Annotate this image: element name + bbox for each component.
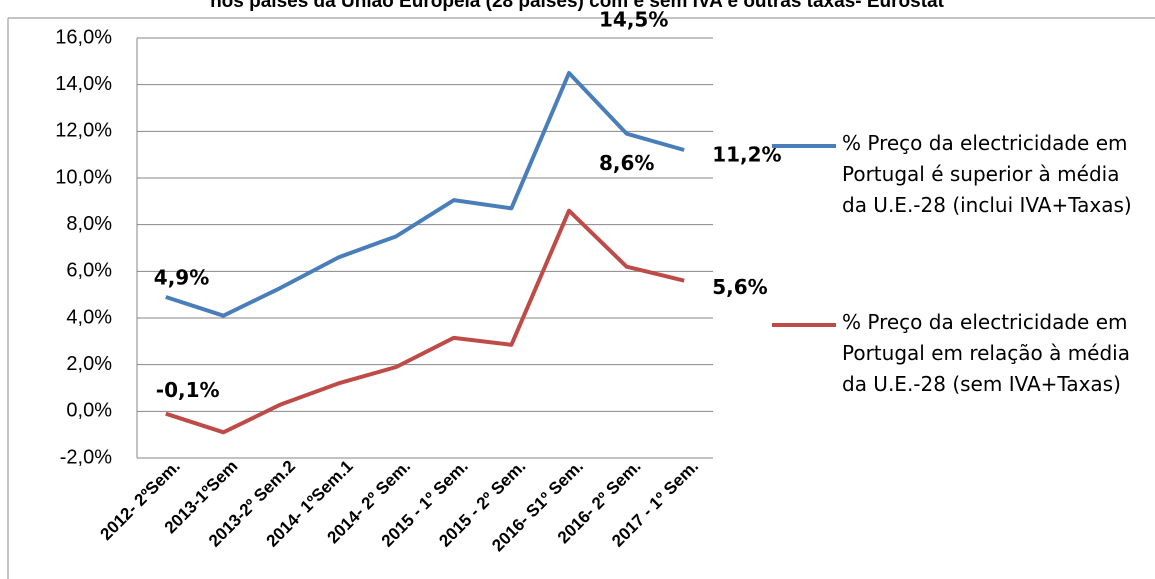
y-tick-label: 10,0% (55, 166, 112, 188)
y-tick-label: 14,0% (55, 73, 112, 95)
y-tick-label: 8,0% (66, 213, 112, 235)
chart-title: nos países da União Europeia (28 países)… (210, 0, 945, 12)
y-tick-label: 0,0% (66, 400, 112, 422)
y-tick-label: 2,0% (66, 353, 112, 375)
y-tick-label: 6,0% (66, 260, 112, 282)
data-label: 11,2% (712, 143, 781, 167)
y-tick-label: 12,0% (55, 120, 112, 142)
data-label: 14,5% (599, 8, 668, 32)
legend-label: % Preço da electricidade em Portugal é s… (842, 131, 1132, 217)
y-tick-label: 16,0% (55, 26, 112, 48)
y-tick-label: -2,0% (60, 446, 112, 468)
line-series (165, 71, 685, 318)
data-label: 8,6% (599, 151, 654, 175)
data-label: 4,9% (154, 266, 209, 290)
y-tick-label: 4,0% (66, 306, 112, 328)
data-label: -0,1% (156, 378, 220, 402)
data-label: 5,6% (712, 275, 767, 299)
line-series (165, 208, 685, 435)
legend-label: % Preço da electricidade em Portugal em … (842, 310, 1130, 396)
